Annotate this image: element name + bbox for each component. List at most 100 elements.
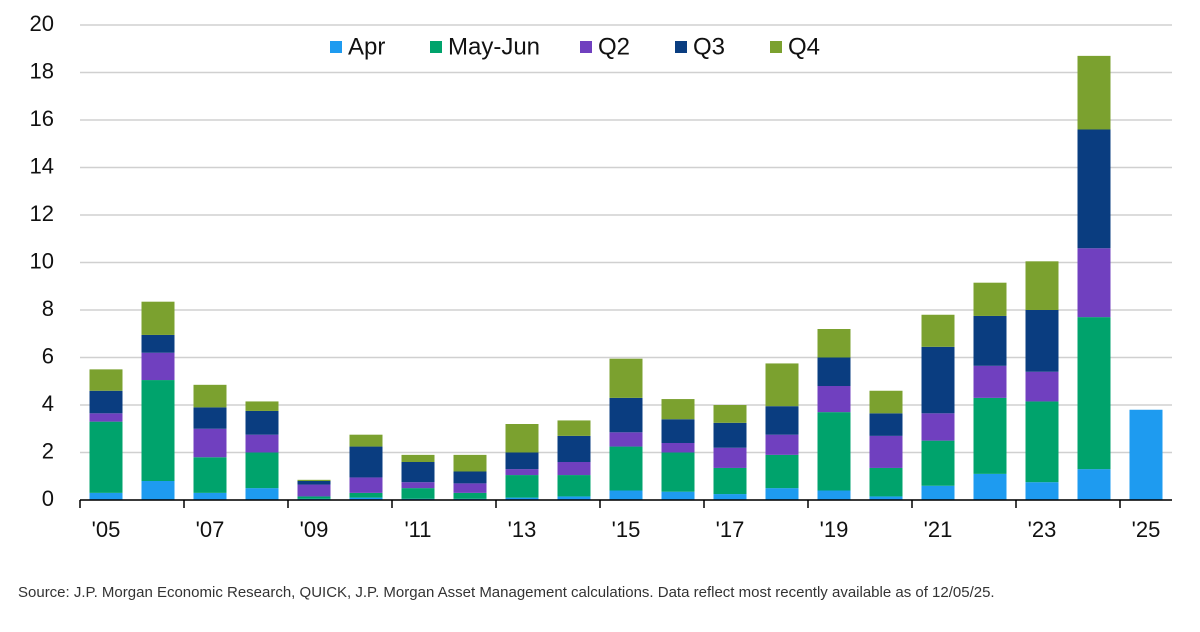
x-tick-label: '13 xyxy=(508,517,537,542)
bar-segment xyxy=(297,479,331,481)
bar-segment xyxy=(921,346,955,414)
bar-segment xyxy=(453,454,487,472)
bar-segment xyxy=(921,314,955,347)
y-tick-label: 6 xyxy=(42,343,54,368)
x-tick-label: '19 xyxy=(820,517,849,542)
bar-segment xyxy=(557,475,591,497)
legend-label: May-Jun xyxy=(448,33,540,60)
legend-swatch xyxy=(580,41,592,53)
x-tick-label: '17 xyxy=(716,517,745,542)
legend-swatch xyxy=(430,41,442,53)
bar-segment xyxy=(609,432,643,447)
bar-segment xyxy=(921,485,955,500)
bar-segment xyxy=(193,428,227,458)
x-tick-label: '11 xyxy=(404,517,431,542)
bar-segment xyxy=(245,452,279,489)
bar-segment xyxy=(869,435,903,468)
legend-swatch xyxy=(675,41,687,53)
source-note: Source: J.P. Morgan Economic Research, Q… xyxy=(18,584,995,601)
bar-segment xyxy=(141,334,175,353)
bar-segment xyxy=(193,457,227,493)
bar-segment xyxy=(401,482,435,489)
x-tick-label: '05 xyxy=(92,517,121,542)
bar-segment xyxy=(453,471,487,484)
bar-segment xyxy=(245,401,279,411)
bar-segment xyxy=(141,481,175,500)
bar-segment xyxy=(1025,401,1059,483)
bar-segment xyxy=(89,492,123,500)
bar-segment xyxy=(973,282,1007,316)
bar-segment xyxy=(869,390,903,414)
bar-segment xyxy=(245,410,279,435)
bar-segment xyxy=(973,315,1007,366)
bar-segment xyxy=(869,467,903,497)
bar-segment xyxy=(921,413,955,441)
bar-segment xyxy=(609,397,643,433)
bar-segment xyxy=(765,454,799,489)
bar-segment xyxy=(1077,55,1111,130)
bar-segment xyxy=(817,357,851,386)
bar-segment xyxy=(817,490,851,500)
bar-segment xyxy=(713,494,747,500)
bar-segment xyxy=(349,477,383,493)
bar-segment xyxy=(1077,469,1111,500)
bar-segment xyxy=(661,452,695,492)
bar-segment xyxy=(713,447,747,468)
bar-segment xyxy=(89,413,123,422)
bar-segment xyxy=(349,446,383,478)
legend-label: Apr xyxy=(348,33,385,60)
bar-segment xyxy=(1025,482,1059,500)
bar-segment xyxy=(973,365,1007,398)
bar-segment xyxy=(973,397,1007,474)
bar-segment xyxy=(141,301,175,335)
y-tick-label: 12 xyxy=(30,201,54,226)
bar-segment xyxy=(661,491,695,500)
bar-segment xyxy=(297,481,331,485)
bar-segment xyxy=(401,454,435,462)
y-tick-label: 20 xyxy=(30,11,54,36)
bar-segment xyxy=(609,490,643,500)
bar-segment xyxy=(297,484,331,497)
x-tick-label: '07 xyxy=(196,517,225,542)
bar-segment xyxy=(349,492,383,498)
bar-segment xyxy=(765,363,799,407)
bar-segment xyxy=(141,380,175,481)
x-tick-label: '25 xyxy=(1132,517,1161,542)
bar-segment xyxy=(453,483,487,493)
bar-segment xyxy=(661,443,695,453)
bar-segment xyxy=(193,492,227,500)
legend-swatch xyxy=(770,41,782,53)
bar-segment xyxy=(1077,317,1111,470)
y-tick-label: 2 xyxy=(42,438,54,463)
bar-segment xyxy=(89,421,123,493)
bar-segment xyxy=(349,434,383,447)
bar-segment xyxy=(453,492,487,499)
bar-segment xyxy=(1077,129,1111,249)
x-tick-label: '21 xyxy=(924,517,953,542)
bar-segment xyxy=(765,406,799,435)
bar-segment xyxy=(765,434,799,455)
bar-segment xyxy=(245,488,279,500)
bar-segment xyxy=(713,467,747,495)
bar-segment xyxy=(193,407,227,429)
bar-segment xyxy=(557,435,591,462)
bar-segment xyxy=(713,422,747,448)
bar-segment xyxy=(869,413,903,436)
bar-segment xyxy=(349,497,383,500)
x-tick-label: '15 xyxy=(612,517,641,542)
bar-segment xyxy=(505,452,539,470)
bar-segment xyxy=(817,386,851,413)
bar-segment xyxy=(401,488,435,499)
bar-segment xyxy=(921,440,955,486)
legend-label: Q2 xyxy=(598,33,630,60)
bar-segment xyxy=(89,390,123,414)
y-tick-label: 10 xyxy=(30,248,54,273)
bar-segment xyxy=(141,352,175,381)
y-tick-label: 14 xyxy=(30,153,54,178)
bar-segment xyxy=(505,475,539,498)
bar-segment xyxy=(193,384,227,408)
bar-segment xyxy=(1129,409,1163,500)
legend-label: Q4 xyxy=(788,33,820,60)
x-tick-label: '09 xyxy=(300,517,329,542)
bar-segment xyxy=(661,399,695,420)
